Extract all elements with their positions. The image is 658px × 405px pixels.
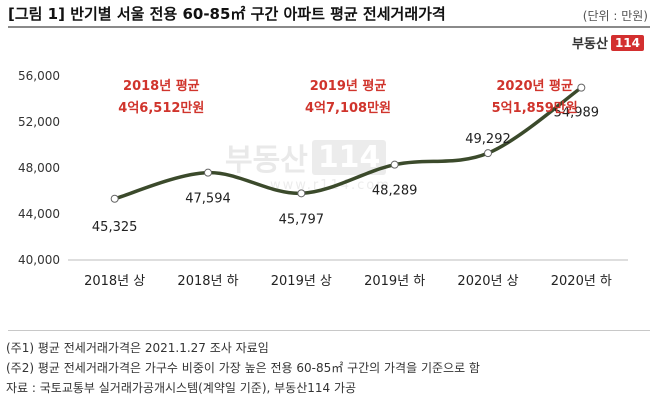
notes-divider xyxy=(8,330,650,331)
watermark-number: 114 xyxy=(311,139,387,175)
annotation-value: 4억7,108만원 xyxy=(305,100,391,116)
chart-title: [그림 1] 반기별 서울 전용 60-85㎡ 구간 아파트 평균 전세거래가격 xyxy=(8,5,446,23)
y-tick-label: 56,000 xyxy=(18,69,60,83)
logo-text: 부동산 xyxy=(572,37,608,52)
title-divider xyxy=(8,26,650,28)
x-tick-label: 2018년 상 xyxy=(84,274,145,289)
footnote-2: (주2) 평균 전세거래가격은 가구수 비중이 가장 높은 전용 60-85㎡ … xyxy=(6,361,480,375)
logo-number: 114 xyxy=(610,34,644,51)
data-label: 49,292 xyxy=(465,132,511,147)
annotation-value: 4억6,512만원 xyxy=(118,100,204,116)
source-note: 자료 : 국토교통부 실거래가공개시스템(계약일 기준), 부동산114 가공 xyxy=(6,381,357,395)
series-line-group: 45,325 47,594 45,797 48,289 49,292 54,989 xyxy=(92,83,600,235)
data-point xyxy=(204,168,212,177)
data-point xyxy=(577,83,586,92)
y-tick-label: 44,000 xyxy=(18,207,60,221)
x-tick-label: 2019년 상 xyxy=(271,274,332,289)
series-line xyxy=(112,85,584,201)
footnote-1: (주1) 평균 전세거래가격은 2021.1.27 조사 자료임 xyxy=(6,341,269,355)
data-label: 45,797 xyxy=(279,212,325,227)
unit-label: (단위 : 만원) xyxy=(582,9,648,23)
x-tick-label: 2018년 하 xyxy=(177,274,238,289)
data-point xyxy=(390,160,399,169)
brand-logo: 부동산 114 xyxy=(572,33,644,52)
x-tick-label: 2019년 하 xyxy=(364,274,425,289)
data-label: 47,594 xyxy=(185,192,231,207)
footnotes: (주1) 평균 전세거래가격은 2021.1.27 조사 자료임 (주2) 평균… xyxy=(6,338,480,398)
annotation-year: 2019년 평균 xyxy=(310,78,387,94)
y-tick-label: 48,000 xyxy=(18,161,60,175)
annotation-group: 2018년 평균 4억6,512만원 2019년 평균 4억7,108만원 2020년 … xyxy=(118,78,577,116)
watermark-url: www.r114.com xyxy=(270,178,391,193)
annotation-year: 2020년 평균 xyxy=(496,78,573,94)
y-tick-label: 40,000 xyxy=(18,253,60,267)
data-point xyxy=(484,149,492,158)
annotation-value: 5억1,859만원 xyxy=(492,100,578,116)
data-point xyxy=(297,189,306,198)
x-tick-label: 2020년 하 xyxy=(551,274,612,289)
watermark-text: 부동산 xyxy=(225,143,308,178)
annotation-year: 2018년 평균 xyxy=(123,78,200,94)
x-tick-label: 2020년 상 xyxy=(457,274,518,289)
y-tick-label: 52,000 xyxy=(18,115,60,129)
watermark-logo: 부동산 114 xyxy=(225,135,387,179)
data-label: 54,989 xyxy=(554,106,600,121)
data-label: 45,325 xyxy=(92,220,138,235)
x-axis: 2018년 상 2018년 하 2019년 상 2019년 하 2020년 상 2020년… xyxy=(68,259,628,289)
data-label: 48,289 xyxy=(372,184,418,199)
data-point xyxy=(110,194,119,203)
y-axis: 40,000 44,000 48,000 52,000 56,000 xyxy=(18,69,60,267)
